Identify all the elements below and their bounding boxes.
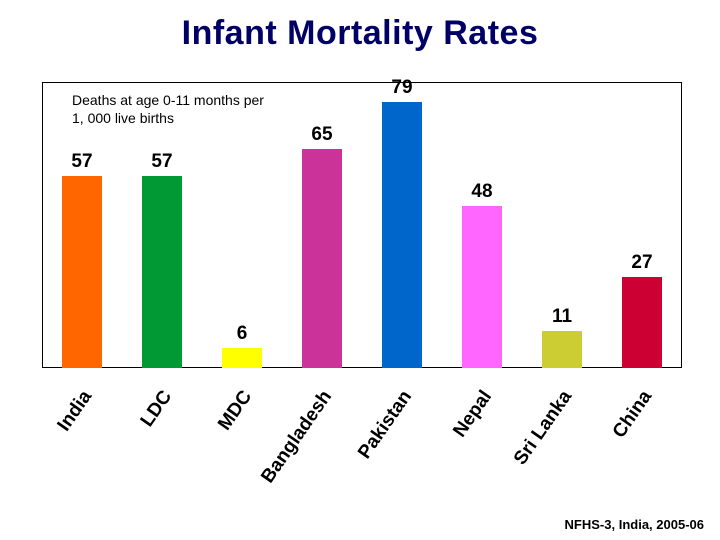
bar — [622, 277, 662, 368]
bar — [222, 348, 262, 368]
bar — [302, 149, 342, 368]
bar-value-label: 79 — [391, 77, 412, 99]
bar-value-label: 27 — [631, 252, 652, 274]
chart-title: Infant Mortality Rates — [0, 0, 720, 53]
bar — [462, 206, 502, 368]
category-label: China — [559, 387, 657, 514]
bar-value-label: 57 — [151, 151, 172, 173]
bar — [62, 176, 102, 368]
bar — [542, 331, 582, 368]
bar — [382, 102, 422, 368]
bar — [142, 176, 182, 368]
footer-citation: NFHS-3, India, 2005-06 — [565, 517, 704, 532]
note-line-2: 1, 000 live births — [72, 110, 174, 126]
note-line-1: Deaths at age 0-11 months per — [72, 92, 264, 108]
bar-value-label: 11 — [552, 306, 572, 328]
bar-value-label: 57 — [71, 151, 92, 173]
chart-note: Deaths at age 0-11 months per 1, 000 liv… — [72, 92, 264, 127]
bar-value-label: 48 — [471, 181, 492, 203]
bar-value-label: 6 — [237, 323, 248, 345]
bar-value-label: 65 — [311, 124, 332, 146]
